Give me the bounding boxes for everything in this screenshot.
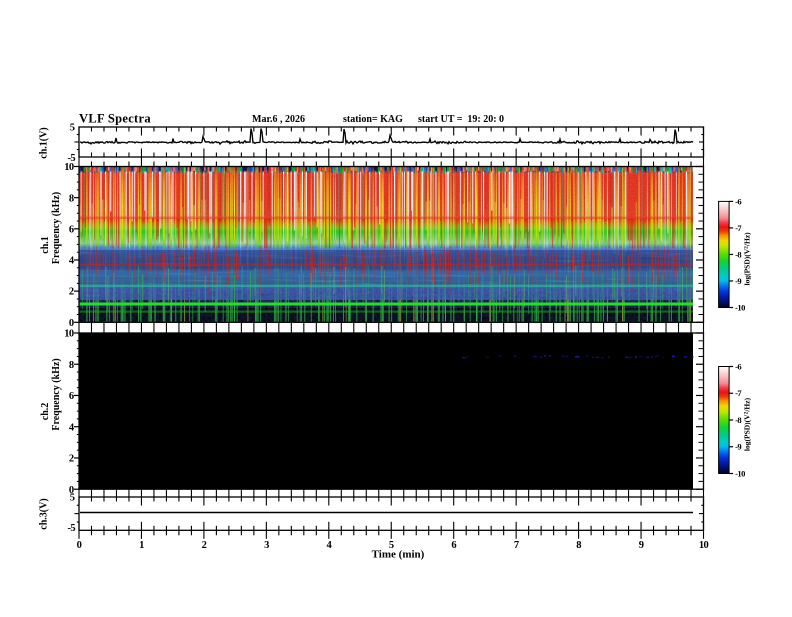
svg-text:0: 0 — [69, 318, 74, 329]
svg-text:9: 9 — [639, 540, 644, 551]
svg-text:-7: -7 — [735, 388, 742, 398]
svg-text:8: 8 — [69, 193, 74, 204]
svg-text:-7: -7 — [735, 223, 742, 233]
svg-text:2: 2 — [69, 454, 74, 465]
svg-text:6: 6 — [451, 540, 456, 551]
svg-text:4: 4 — [326, 540, 332, 551]
svg-text:3: 3 — [264, 540, 269, 551]
svg-text:Mar.6 , 2026: Mar.6 , 2026 — [252, 114, 305, 125]
svg-text:start UT = 19: 20: 0: start UT = 19: 20: 0 — [418, 114, 504, 125]
svg-text:-9: -9 — [735, 276, 741, 286]
svg-text:5: 5 — [389, 540, 394, 551]
svg-text:ch.2: ch.2 — [40, 403, 51, 421]
svg-text:Time (min): Time (min) — [372, 549, 425, 561]
svg-text:5: 5 — [70, 493, 75, 504]
svg-text:7: 7 — [514, 540, 519, 551]
svg-text:-8: -8 — [735, 249, 741, 259]
svg-text:Frequency (kHz): Frequency (kHz) — [51, 358, 62, 430]
svg-text:0: 0 — [69, 485, 74, 496]
svg-text:8: 8 — [69, 360, 74, 371]
svg-text:VLF Spectra: VLF Spectra — [79, 111, 151, 125]
svg-text:10: 10 — [699, 540, 709, 551]
svg-text:6: 6 — [69, 391, 74, 402]
svg-text:-6: -6 — [735, 196, 741, 206]
svg-text:-6: -6 — [735, 361, 741, 371]
svg-text:2: 2 — [69, 287, 74, 298]
svg-text:ch.3(V): ch.3(V) — [39, 498, 50, 529]
svg-text:5: 5 — [70, 123, 75, 134]
svg-text:-10: -10 — [735, 302, 745, 312]
svg-text:-10: -10 — [735, 468, 745, 478]
svg-text:-5: -5 — [67, 523, 75, 534]
svg-text:-9: -9 — [735, 442, 741, 452]
svg-text:ch.1: ch.1 — [40, 236, 51, 254]
svg-text:4: 4 — [69, 422, 75, 433]
svg-text:6: 6 — [69, 224, 74, 235]
svg-text:0: 0 — [77, 540, 82, 551]
svg-text:10: 10 — [64, 162, 74, 173]
svg-text:-5: -5 — [67, 153, 75, 164]
svg-text:log(PSD)(V2/Hz): log(PSD)(V2/Hz) — [743, 397, 752, 451]
svg-text:8: 8 — [576, 540, 581, 551]
svg-text:-8: -8 — [735, 415, 741, 425]
svg-text:4: 4 — [69, 256, 75, 267]
svg-text:ch.1(V): ch.1(V) — [39, 127, 50, 158]
svg-text:station= KAG: station= KAG — [343, 114, 403, 125]
svg-text:Frequency (kHz): Frequency (kHz) — [51, 192, 62, 264]
svg-text:2: 2 — [202, 540, 207, 551]
svg-text:10: 10 — [64, 329, 74, 340]
svg-text:1: 1 — [139, 540, 144, 551]
svg-text:log(PSD)(V2/Hz): log(PSD)(V2/Hz) — [743, 232, 752, 286]
